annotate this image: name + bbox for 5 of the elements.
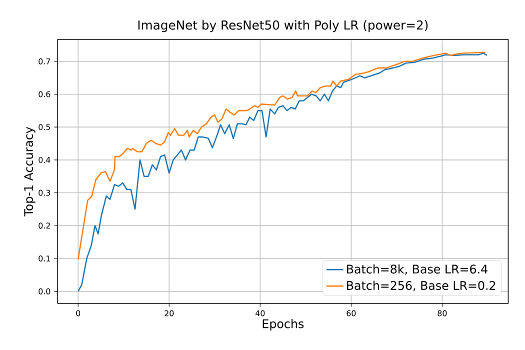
legend-label: Batch=256, Base LR=0.2 [347,280,496,292]
chart-title: ImageNet by ResNet50 with Poly LR (power=2) [138,20,428,32]
x-axis-title: Epochs [262,319,304,331]
legend-label: Batch=8k, Base LR=6.4 [347,264,488,275]
y-axis-title: Top-1 Accuracy [24,126,36,216]
